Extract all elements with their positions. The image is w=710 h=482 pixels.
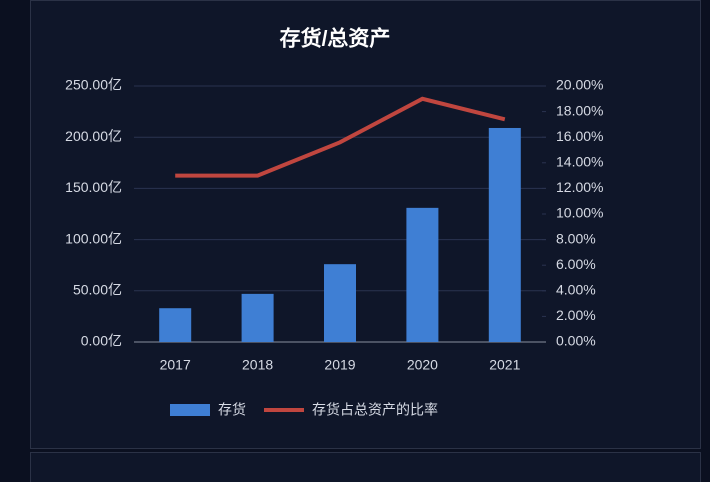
y2-tick-label: 10.00% (556, 205, 603, 221)
y-tick-label: 150.00亿 (65, 179, 122, 195)
y-tick-label: 100.00亿 (65, 230, 122, 246)
legend-label: 存货占总资产的比率 (312, 402, 438, 418)
x-tick-label: 2020 (407, 357, 438, 373)
bar (406, 207, 439, 342)
x-tick-label: 2021 (489, 357, 520, 373)
bar (241, 293, 274, 342)
bar (159, 308, 192, 342)
y2-tick-label: 6.00% (556, 256, 596, 272)
legend-swatch (170, 404, 210, 416)
x-tick-label: 2018 (242, 357, 273, 373)
bar (488, 127, 521, 342)
y2-tick-label: 20.00% (556, 77, 603, 93)
y-tick-label: 250.00亿 (65, 77, 122, 93)
bar (324, 264, 356, 342)
y2-tick-label: 12.00% (556, 179, 603, 195)
y-tick-label: 0.00亿 (81, 333, 122, 349)
x-tick-label: 2017 (160, 357, 191, 373)
y2-tick-label: 0.00% (556, 333, 596, 349)
y-tick-label: 200.00亿 (65, 128, 122, 144)
legend-label: 存货 (218, 402, 246, 418)
y2-tick-label: 2.00% (556, 307, 596, 323)
y2-tick-label: 4.00% (556, 282, 596, 298)
y2-tick-label: 14.00% (556, 154, 603, 170)
y2-tick-label: 8.00% (556, 230, 596, 246)
chart-title: 存货/总资产 (280, 27, 391, 51)
chart-panel (30, 0, 701, 449)
line (175, 96, 506, 178)
lower-panel (30, 452, 701, 482)
y-tick-label: 50.00亿 (73, 282, 122, 298)
x-tick-label: 2019 (324, 357, 355, 373)
y2-tick-label: 16.00% (556, 128, 603, 144)
y2-tick-label: 18.00% (556, 102, 603, 118)
